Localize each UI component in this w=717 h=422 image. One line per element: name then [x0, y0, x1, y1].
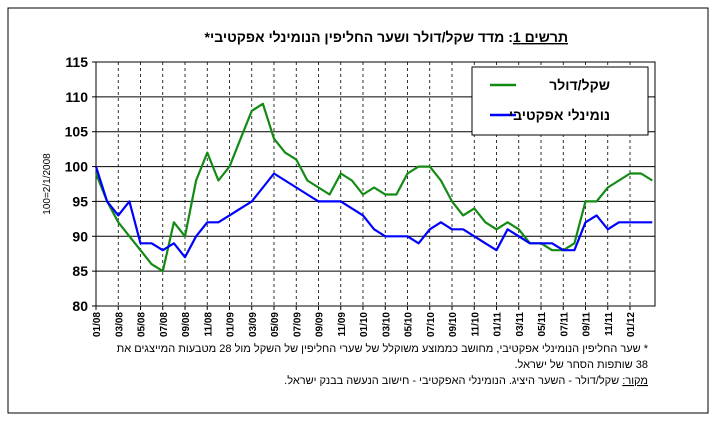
- x-tick-label: 11/11: [604, 312, 615, 336]
- title-text: : מדד שקל/דולר ושער החליפין הנומינלי אפק…: [205, 29, 513, 45]
- y-tick-label: 95: [72, 193, 88, 209]
- y-axis-label: 100=2/1/2008: [42, 153, 53, 215]
- x-tick-label: 03/09: [248, 312, 259, 337]
- y-tick-label: 115: [65, 54, 88, 70]
- x-tick-label: 01/12: [626, 312, 637, 337]
- source-text: שקל/דולר - השער היציג. הנומינלי האפקטיבי…: [284, 374, 622, 387]
- x-tick-label: 01/10: [359, 312, 370, 337]
- x-tick-label: 01/08: [92, 312, 103, 337]
- x-tick-label: 01/11: [493, 312, 504, 337]
- legend-box: [471, 66, 649, 136]
- title-label: תרשים 1: [513, 29, 568, 45]
- x-tick-label: 01/09: [226, 312, 237, 337]
- x-tick-label: 05/11: [537, 312, 548, 337]
- x-tick-label: 11/10: [470, 312, 481, 337]
- x-tick-label: 03/11: [515, 312, 526, 337]
- x-tick-label: 07/08: [159, 312, 170, 337]
- x-tick-label: 03/08: [114, 312, 125, 337]
- y-tick-label: 105: [65, 124, 89, 140]
- x-tick-label: 11/08: [203, 312, 214, 337]
- x-tick-label: 05/08: [137, 312, 148, 337]
- source: מקור: שקל/דולר - השער היציג. הנומינלי הא…: [284, 374, 648, 387]
- x-tick-label: 05/09: [270, 312, 281, 337]
- footnote: * שער החליפין הנומינלי אפקטיבי, מחושב כמ…: [117, 342, 649, 355]
- x-tick-label: 07/09: [292, 312, 303, 337]
- series-line: [94, 102, 653, 273]
- x-tick-label: 07/11: [559, 312, 570, 337]
- y-tick-label: 85: [72, 263, 88, 279]
- y-tick-label: 100: [65, 159, 89, 175]
- x-tick-label: 05/10: [404, 312, 415, 337]
- y-tick-label: 80: [72, 298, 88, 314]
- source-label: מקור:: [622, 375, 648, 387]
- legend: שקל/דולר נומינלי אפקטיבי: [471, 66, 649, 136]
- y-tick-label: 110: [65, 89, 88, 105]
- x-tick-label: 11/09: [337, 312, 348, 337]
- legend-label: שקל/דולר: [549, 77, 610, 93]
- x-tick-label: 09/08: [181, 312, 192, 337]
- legend-label: נומינלי אפקטיבי: [509, 107, 610, 123]
- x-tick-label: 09/10: [448, 312, 459, 337]
- y-tick-label: 90: [72, 228, 88, 244]
- x-tick-label: 09/09: [315, 312, 326, 337]
- series-line: [94, 166, 653, 259]
- footnote: 38 שותפות הסחר של ישראל.: [514, 358, 648, 371]
- x-tick-label: 03/10: [381, 312, 392, 337]
- x-tick-label: 07/10: [426, 312, 437, 337]
- chart-title: תרשים 1: מדד שקל/דולר ושער החליפין הנומי…: [205, 29, 568, 45]
- x-tick-label: 09/11: [582, 312, 593, 337]
